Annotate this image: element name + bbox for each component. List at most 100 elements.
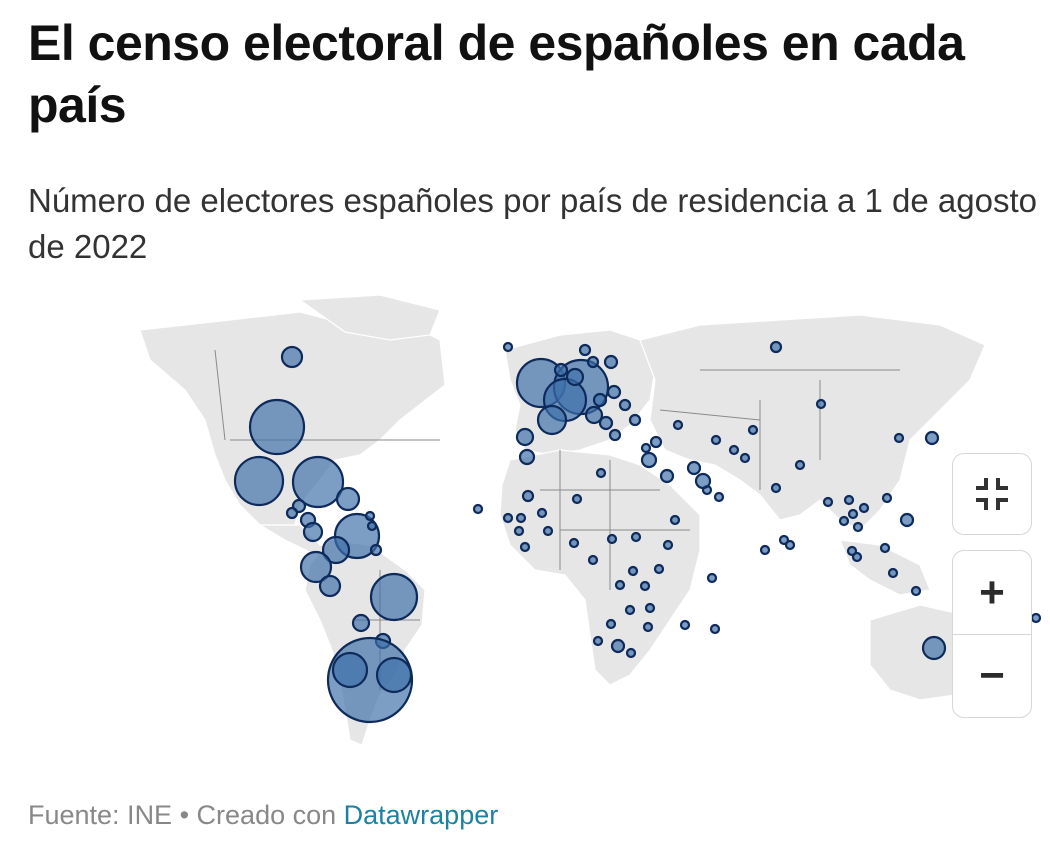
country-bubble[interactable] (598, 415, 614, 431)
country-bubble[interactable] (592, 635, 604, 647)
country-bubble[interactable] (713, 491, 725, 503)
country-bubble[interactable] (331, 651, 369, 689)
country-bubble[interactable] (653, 563, 665, 575)
country-bubble[interactable] (672, 419, 684, 431)
country-bubble[interactable] (608, 428, 622, 442)
country-bubble[interactable] (899, 512, 915, 528)
country-bubble[interactable] (610, 638, 626, 654)
zoom-out-button[interactable]: − (952, 634, 1032, 718)
country-bubble[interactable] (644, 602, 656, 614)
country-bubble[interactable] (521, 489, 535, 503)
country-bubble[interactable] (1030, 612, 1042, 624)
country-bubble[interactable] (291, 455, 345, 509)
country-bubble[interactable] (280, 345, 304, 369)
country-bubble[interactable] (568, 537, 580, 549)
country-bubble[interactable] (285, 506, 299, 520)
country-bubble[interactable] (369, 543, 383, 557)
country-bubble[interactable] (628, 413, 642, 427)
world-map[interactable] (0, 290, 1050, 760)
zoom-in-button[interactable]: + (952, 550, 1032, 634)
country-bubble[interactable] (887, 567, 899, 579)
country-bubble[interactable] (739, 452, 751, 464)
country-bubble[interactable] (893, 432, 905, 444)
country-bubble[interactable] (614, 579, 626, 591)
country-bubble[interactable] (662, 539, 674, 551)
datawrapper-link[interactable]: Datawrapper (343, 800, 499, 830)
country-bubble[interactable] (605, 618, 617, 630)
country-bubble[interactable] (606, 533, 618, 545)
country-bubble[interactable] (881, 492, 893, 504)
country-bubble[interactable] (302, 521, 324, 543)
country-bubble[interactable] (847, 508, 859, 520)
country-bubble[interactable] (659, 468, 675, 484)
country-bubble[interactable] (747, 424, 759, 436)
country-bubble[interactable] (592, 392, 608, 408)
country-bubble[interactable] (710, 434, 722, 446)
country-bubble[interactable] (639, 580, 651, 592)
country-bubble[interactable] (299, 550, 333, 584)
country-bubble[interactable] (513, 525, 525, 537)
country-bubble[interactable] (584, 405, 604, 425)
country-bubble[interactable] (624, 604, 636, 616)
country-bubble[interactable] (822, 496, 834, 508)
country-bubble[interactable] (502, 512, 514, 524)
country-bubble[interactable] (515, 512, 527, 524)
country-bubble[interactable] (472, 503, 484, 515)
country-bubble[interactable] (784, 539, 796, 551)
map-area[interactable]: + − (0, 290, 1050, 760)
country-bubble[interactable] (578, 343, 592, 357)
country-bubble[interactable] (502, 341, 514, 353)
country-bubble[interactable] (794, 459, 806, 471)
country-bubble[interactable] (709, 623, 721, 635)
country-bubble[interactable] (728, 444, 740, 456)
country-bubble[interactable] (851, 551, 863, 563)
country-bubble[interactable] (369, 572, 419, 622)
country-bubble[interactable] (536, 507, 548, 519)
country-bubble[interactable] (625, 647, 637, 659)
country-bubble[interactable] (642, 621, 654, 633)
country-bubble[interactable] (640, 442, 652, 454)
country-bubble[interactable] (815, 398, 827, 410)
country-bubble[interactable] (335, 486, 361, 512)
country-bubble[interactable] (706, 572, 718, 584)
country-bubble[interactable] (603, 354, 619, 370)
country-bubble[interactable] (910, 585, 922, 597)
country-bubble[interactable] (536, 404, 568, 436)
country-bubble[interactable] (366, 520, 378, 532)
country-bubble[interactable] (571, 493, 583, 505)
country-bubble[interactable] (879, 542, 891, 554)
country-bubble[interactable] (759, 544, 771, 556)
country-bubble[interactable] (565, 367, 585, 387)
country-bubble[interactable] (553, 362, 569, 378)
country-bubble[interactable] (649, 435, 663, 449)
country-bubble[interactable] (542, 525, 554, 537)
country-bubble[interactable] (858, 502, 870, 514)
country-bubble[interactable] (843, 494, 855, 506)
country-bubble[interactable] (669, 514, 681, 526)
country-bubble[interactable] (852, 521, 864, 533)
country-bubble[interactable] (618, 398, 632, 412)
country-bubble[interactable] (518, 448, 536, 466)
country-bubble[interactable] (686, 460, 702, 476)
country-bubble[interactable] (640, 451, 658, 469)
country-bubble[interactable] (838, 515, 850, 527)
country-bubble[interactable] (375, 656, 413, 694)
country-bubble[interactable] (233, 455, 285, 507)
country-bubble[interactable] (921, 635, 947, 661)
country-bubble[interactable] (924, 430, 940, 446)
country-bubble[interactable] (606, 384, 622, 400)
country-bubble[interactable] (351, 613, 371, 633)
fit-view-button[interactable] (952, 453, 1032, 535)
country-bubble[interactable] (364, 510, 376, 522)
country-bubble[interactable] (587, 554, 599, 566)
country-bubble[interactable] (694, 472, 712, 490)
country-bubble[interactable] (519, 541, 531, 553)
country-bubble[interactable] (318, 574, 342, 598)
country-bubble[interactable] (630, 531, 642, 543)
country-bubble[interactable] (586, 355, 600, 369)
country-bubble[interactable] (321, 535, 351, 565)
country-bubble[interactable] (770, 482, 782, 494)
country-bubble[interactable] (679, 619, 691, 631)
country-bubble[interactable] (769, 340, 783, 354)
country-bubble[interactable] (595, 467, 607, 479)
